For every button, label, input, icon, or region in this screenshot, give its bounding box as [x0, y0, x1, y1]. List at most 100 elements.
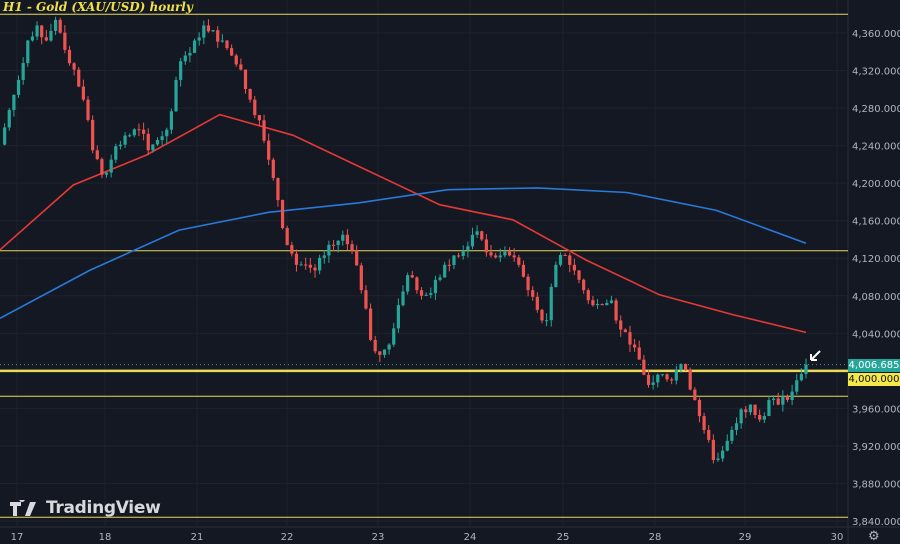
time-tick-label: 21: [191, 532, 204, 543]
candle-down: [711, 439, 715, 461]
price-tick-label: 4,160.000: [852, 217, 900, 228]
price-tick-label: 3,920.000: [852, 442, 900, 453]
candle-down: [600, 304, 604, 306]
candle-down: [308, 264, 312, 268]
candle-down: [285, 228, 289, 246]
candle-up: [656, 374, 660, 383]
candle-down: [419, 290, 424, 296]
candle-up: [554, 264, 558, 287]
time-tick-label: 24: [464, 532, 477, 543]
candle-down: [633, 344, 637, 348]
candle-down: [72, 63, 76, 70]
candle-up: [123, 135, 127, 145]
candle-up: [725, 440, 729, 451]
candle-up: [406, 275, 410, 292]
candle-up: [424, 294, 428, 296]
candle-down: [40, 25, 44, 38]
candle-up: [16, 79, 21, 95]
candle-up: [188, 52, 192, 56]
candle-down: [313, 267, 317, 271]
candle-up: [795, 380, 799, 392]
time-tick-label: 28: [649, 532, 662, 543]
candle-up: [605, 302, 609, 306]
candle-down: [141, 129, 146, 134]
candle-down: [758, 414, 762, 420]
candle-up: [322, 255, 326, 258]
candle-down: [484, 239, 488, 253]
price-tick-label: 3,840.000: [852, 517, 900, 528]
gear-icon[interactable]: ⚙: [868, 529, 880, 544]
candle-down: [95, 150, 99, 160]
candle-down: [271, 159, 275, 179]
candle-down: [507, 251, 512, 256]
candle-down: [146, 133, 150, 151]
candle-up: [475, 231, 479, 235]
price-tick-label: 3,880.000: [852, 479, 900, 490]
candle-down: [364, 290, 368, 309]
price-tick-label: 4,280.000: [852, 104, 900, 115]
candle-up: [151, 144, 155, 151]
candle-down: [415, 277, 419, 291]
time-tick-label: 18: [99, 532, 112, 543]
candle-down: [526, 276, 530, 291]
candle-up: [609, 300, 614, 303]
candle-down: [216, 30, 220, 42]
candle-up: [35, 25, 39, 37]
candle-down: [345, 234, 350, 245]
candle-down: [81, 86, 85, 100]
candle-up: [461, 250, 465, 256]
candle-down: [67, 49, 72, 64]
candle-down: [614, 300, 618, 321]
candle-up: [299, 264, 303, 266]
candle-down: [688, 369, 692, 390]
candle-up: [781, 396, 785, 405]
candle-up: [544, 320, 549, 322]
candle-down: [225, 40, 229, 49]
candle-down: [591, 300, 595, 306]
candle-up: [660, 374, 665, 376]
price-tick-label: 4,040.000: [852, 329, 900, 340]
candle-up: [336, 240, 340, 246]
time-tick-label: 30: [831, 532, 844, 543]
brand-name: TradingView: [46, 498, 161, 518]
candle-down: [521, 264, 526, 277]
time-tick-label: 22: [281, 532, 294, 543]
candle-down: [776, 398, 780, 405]
candle-down: [239, 64, 243, 70]
tradingview-logo-icon: [10, 500, 36, 516]
candle-up: [49, 30, 53, 41]
candle-up: [748, 404, 753, 413]
candle-down: [582, 279, 586, 291]
candle-down: [280, 200, 285, 229]
candle-down: [489, 252, 493, 256]
candle-up: [197, 37, 201, 41]
candle-up: [549, 286, 553, 321]
candle-down: [568, 255, 572, 265]
candle-up: [104, 172, 109, 175]
candle-up: [679, 364, 683, 370]
candle-up: [790, 391, 794, 400]
key-level-tag: 4,000.000: [848, 373, 900, 386]
time-tick-label: 23: [372, 532, 385, 543]
candle-down: [744, 409, 748, 413]
candle-down: [63, 32, 67, 50]
candle-down: [785, 396, 790, 400]
candle-down: [230, 48, 234, 56]
candle-up: [382, 349, 387, 355]
candle-up: [651, 382, 655, 385]
candle-down: [359, 265, 363, 291]
candle-down: [637, 347, 641, 360]
candle-down: [753, 404, 757, 415]
candle-up: [220, 40, 224, 42]
candle-up: [401, 291, 405, 306]
candle-up: [128, 135, 132, 137]
candle-down: [267, 140, 271, 160]
candle-up: [503, 251, 507, 256]
candle-up: [734, 423, 739, 430]
candle-down: [535, 296, 539, 310]
candle-down: [697, 399, 702, 417]
candle-down: [563, 255, 567, 257]
candle-down: [646, 374, 651, 385]
candle-up: [498, 255, 502, 258]
